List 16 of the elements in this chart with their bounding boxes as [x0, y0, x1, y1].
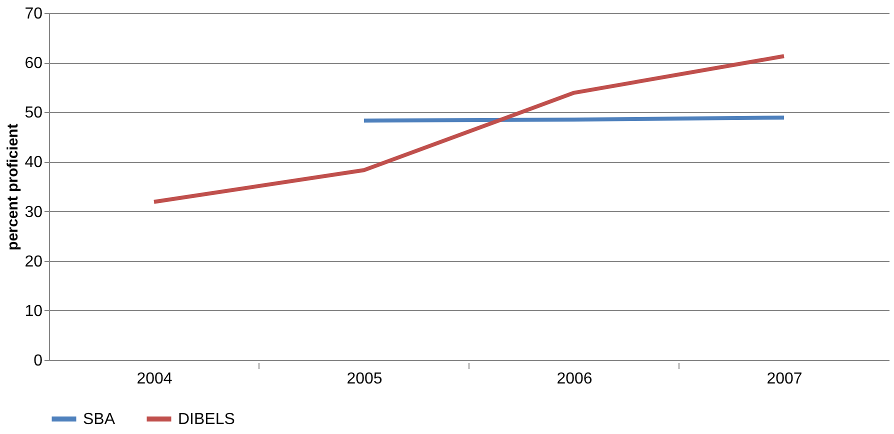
legend-label: SBA — [83, 411, 116, 428]
y-tick-label: 30 — [24, 204, 43, 221]
y-tick-label: 10 — [24, 302, 43, 320]
y-tick-label: 60 — [24, 55, 43, 72]
x-tick-label: 2006 — [556, 370, 592, 388]
x-tick-label: 2005 — [346, 370, 382, 388]
legend-label: DIBELS — [178, 411, 235, 428]
y-tick-label: 20 — [24, 253, 43, 270]
y-tick-label: 50 — [24, 104, 43, 122]
y-tick-label: 40 — [24, 154, 43, 172]
line-series — [152, 54, 786, 204]
y-axis-title: percent proficient — [4, 124, 22, 250]
x-tick-label: 2004 — [136, 370, 172, 388]
y-tick-label: 0 — [34, 352, 43, 370]
y-tick-label: 70 — [24, 6, 43, 22]
x-tick-label: 2007 — [766, 370, 802, 388]
